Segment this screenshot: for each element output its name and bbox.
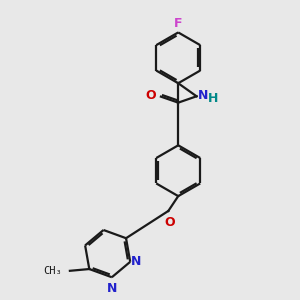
- Text: O: O: [145, 89, 156, 102]
- Text: N: N: [131, 255, 142, 268]
- Text: H: H: [208, 92, 218, 105]
- Text: F: F: [174, 16, 182, 30]
- Text: O: O: [164, 216, 175, 229]
- Text: N: N: [198, 89, 209, 102]
- Text: N: N: [107, 282, 118, 295]
- Text: CH₃: CH₃: [44, 266, 62, 276]
